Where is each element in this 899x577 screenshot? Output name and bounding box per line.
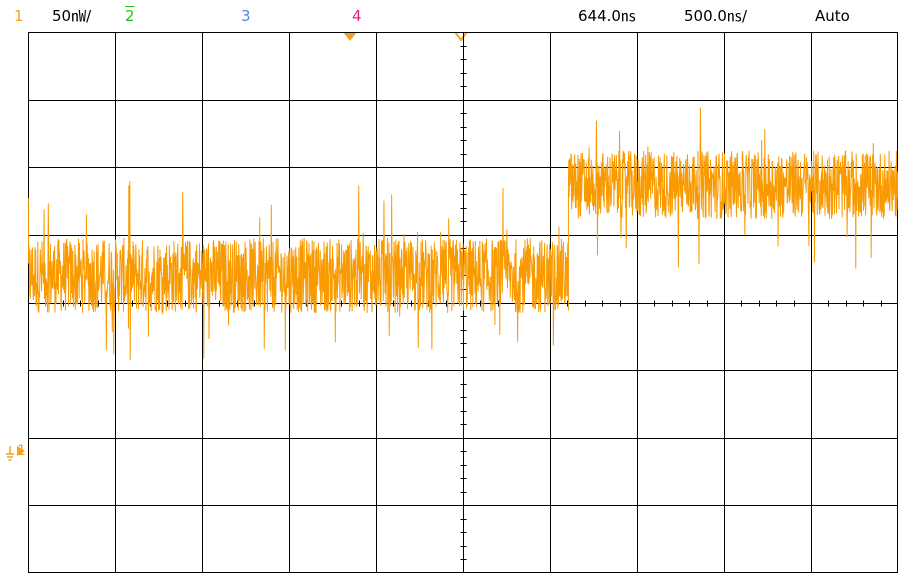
ground-arrow-icon	[6, 446, 25, 461]
waveform-plot[interactable]	[28, 32, 898, 573]
channel-1-trace	[28, 107, 898, 361]
waveform-display[interactable]	[28, 32, 898, 573]
channel-1-scale[interactable]: 50㎻/	[52, 7, 92, 25]
channel-4-label[interactable]: 4	[352, 7, 362, 25]
trigger-position-readout[interactable]: 644.0㎱	[578, 7, 636, 25]
channel-2-label[interactable]: 2	[125, 7, 135, 25]
channel-1-ground-marker[interactable]: 1	[5, 443, 29, 466]
trigger-level-marker-icon[interactable]	[342, 32, 358, 42]
trigger-mode-readout[interactable]: Auto	[815, 7, 850, 25]
status-bar: 1 50㎻/ 2 3 4 644.0㎱ 500.0㎱/ Auto	[0, 0, 899, 32]
channel-1-label[interactable]: 1	[14, 7, 24, 25]
channel-1-marker-label: 1	[17, 443, 26, 459]
channel-3-label[interactable]: 3	[241, 7, 251, 25]
timebase-readout[interactable]: 500.0㎱/	[684, 7, 747, 25]
